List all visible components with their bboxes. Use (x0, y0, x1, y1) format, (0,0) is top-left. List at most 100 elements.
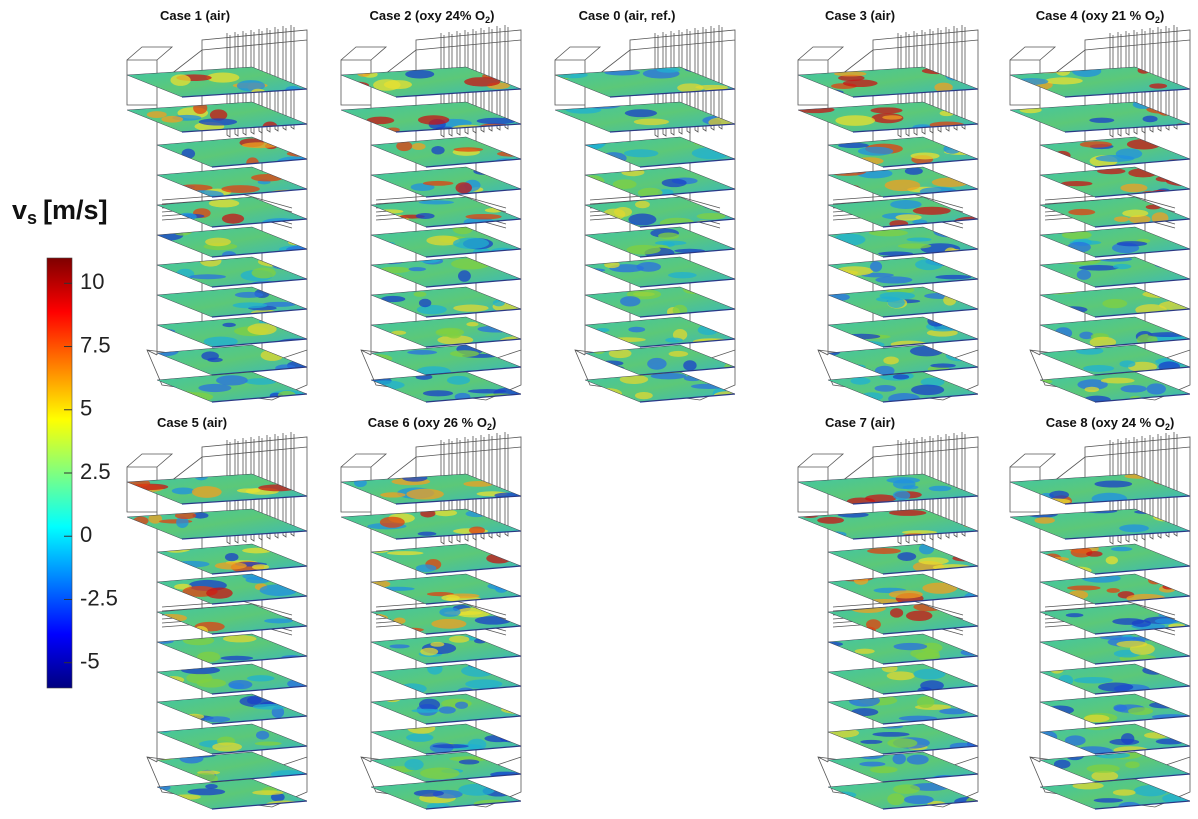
field-blob (870, 261, 882, 272)
field-blob (897, 552, 916, 561)
field-blob (870, 107, 902, 113)
field-blob (414, 790, 444, 797)
field-blob (456, 182, 472, 193)
field-blob (1024, 717, 1064, 726)
field-blob (935, 275, 971, 280)
field-blob (655, 241, 687, 246)
field-blob (592, 346, 605, 355)
field-blob (668, 272, 697, 278)
tube (291, 25, 294, 129)
field-blob (922, 68, 951, 74)
field-blob (669, 351, 689, 357)
field-blob (465, 679, 502, 688)
field-blob (406, 733, 433, 742)
field-blob (855, 157, 884, 165)
field-blob (423, 181, 454, 186)
field-blob (999, 534, 1030, 539)
field-blob (427, 663, 442, 675)
field-blob (889, 590, 923, 598)
page: { "colorbar": { "label": {"symbol": "v",… (0, 0, 1198, 814)
field-blob (494, 633, 527, 641)
field-blob (1148, 332, 1188, 337)
field-blob (1148, 577, 1162, 585)
field-blob (665, 338, 683, 343)
field-blob (1045, 77, 1083, 84)
field-blob (461, 665, 496, 677)
field-blob (1065, 735, 1086, 745)
field-blob (221, 656, 254, 661)
field-blob (431, 619, 466, 629)
field-blob (1042, 227, 1064, 232)
field-blob (261, 350, 284, 361)
field-blob (143, 385, 178, 394)
field-blob (181, 666, 220, 674)
panel-title-tail: ) (490, 8, 494, 23)
field-blob (1125, 761, 1139, 768)
colorbar-subscript: s (27, 208, 37, 228)
tube (505, 25, 508, 129)
field-blob (362, 614, 388, 623)
field-blob (628, 214, 656, 226)
field-blob (290, 644, 305, 649)
field-blob (453, 147, 483, 151)
field-blob (453, 224, 473, 234)
field-blob (499, 336, 534, 348)
field-blob (1116, 641, 1147, 648)
field-blob (1169, 199, 1185, 210)
field-blob (712, 228, 746, 235)
field-blob (500, 733, 529, 742)
field-blob (961, 759, 986, 766)
field-blob (1023, 66, 1051, 74)
panel (796, 25, 990, 404)
field-blob (497, 661, 511, 671)
field-blob (279, 571, 312, 581)
field-blob (277, 156, 314, 167)
field-blob (468, 389, 507, 393)
field-blob (1164, 313, 1193, 317)
field-blob (1156, 188, 1172, 198)
field-blob (380, 517, 405, 528)
field-blob (431, 146, 444, 155)
field-blob (1065, 750, 1084, 760)
field-blob (253, 704, 287, 710)
field-blob (1111, 547, 1132, 551)
field-blob (832, 392, 852, 403)
field-blob (1154, 259, 1185, 269)
field-blob (893, 491, 910, 501)
field-blob (503, 288, 529, 297)
tube (1174, 25, 1177, 129)
field-blob (188, 788, 226, 795)
panel-title: Case 6 (oxy 26 % O2) (368, 415, 497, 432)
panel-title: Case 3 (air) (825, 8, 895, 23)
field-blob (159, 622, 183, 633)
field-blob (419, 699, 440, 711)
colorbar-tick-label: 10 (80, 269, 104, 294)
slab (341, 474, 521, 504)
field-blob (387, 551, 424, 555)
field-blob (346, 82, 369, 90)
field-blob (380, 587, 415, 591)
field-blob (910, 153, 939, 160)
field-blob (930, 363, 956, 367)
field-blob (879, 292, 915, 300)
field-blob (280, 172, 310, 177)
field-blob (458, 784, 495, 796)
tube (505, 432, 508, 536)
field-blob (569, 279, 603, 289)
colorbar-tick-label: -2.5 (80, 585, 118, 610)
field-blob (1067, 585, 1101, 590)
field-blob (600, 366, 625, 371)
field-blob (1068, 209, 1095, 215)
field-blob (907, 755, 929, 765)
field-blob (194, 472, 208, 480)
field-blob (939, 708, 968, 714)
field-blob (509, 177, 529, 185)
panel-title: Case 4 (oxy 21 % O2) (1036, 8, 1165, 25)
field-blob (419, 299, 431, 307)
colorbar-tick-label: -5 (80, 649, 100, 674)
field-blob (933, 633, 972, 641)
field-blob (1102, 299, 1127, 308)
field-blob (1166, 784, 1184, 792)
field-blob (624, 149, 658, 157)
field-blob (893, 784, 920, 793)
